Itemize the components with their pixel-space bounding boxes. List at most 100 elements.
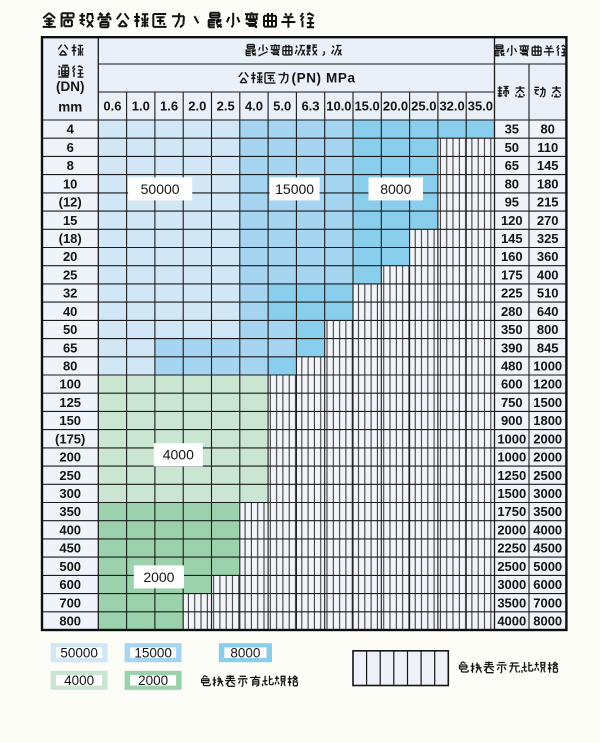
svg-text:4000: 4000 (64, 673, 94, 688)
svg-text:1000: 1000 (497, 431, 526, 446)
svg-text:400: 400 (537, 267, 559, 282)
svg-text:5.0: 5.0 (273, 99, 291, 114)
svg-text:50000: 50000 (60, 645, 98, 660)
svg-text:280: 280 (501, 304, 523, 319)
svg-text:80: 80 (63, 359, 77, 374)
svg-text:225: 225 (501, 286, 523, 301)
svg-text:80: 80 (505, 176, 519, 191)
svg-text:360: 360 (537, 249, 559, 264)
svg-text:32.0: 32.0 (439, 99, 464, 114)
svg-text:20: 20 (63, 249, 77, 264)
svg-text:750: 750 (501, 395, 523, 410)
svg-text:10: 10 (63, 176, 77, 191)
svg-text:6.3: 6.3 (301, 99, 319, 114)
svg-text:215: 215 (537, 195, 559, 210)
svg-text:50000: 50000 (141, 181, 180, 197)
svg-text:1000: 1000 (497, 450, 526, 465)
svg-text:2500: 2500 (533, 468, 562, 483)
svg-text:3500: 3500 (497, 595, 526, 610)
svg-text:15: 15 (63, 213, 77, 228)
svg-text:480: 480 (501, 359, 523, 374)
svg-text:4000: 4000 (533, 522, 562, 537)
svg-text:160: 160 (501, 249, 523, 264)
svg-text:510: 510 (537, 286, 559, 301)
svg-text:900: 900 (501, 413, 523, 428)
svg-text:8000: 8000 (230, 645, 260, 660)
svg-text:600: 600 (501, 377, 523, 392)
svg-text:1.0: 1.0 (132, 99, 150, 114)
svg-text:(PN) MPa: (PN) MPa (292, 70, 356, 85)
svg-text:125: 125 (59, 395, 81, 410)
svg-text:0.6: 0.6 (103, 99, 121, 114)
svg-text:4000: 4000 (497, 614, 526, 629)
svg-text:mm: mm (58, 100, 82, 115)
svg-text:1000: 1000 (533, 359, 562, 374)
svg-text:35.0: 35.0 (468, 99, 493, 114)
svg-text:2250: 2250 (497, 541, 526, 556)
svg-text:300: 300 (59, 486, 81, 501)
svg-text:450: 450 (59, 541, 81, 556)
svg-text:200: 200 (59, 450, 81, 465)
svg-text:3000: 3000 (497, 577, 526, 592)
svg-text:2000: 2000 (138, 673, 168, 688)
svg-text:845: 845 (537, 340, 559, 355)
svg-text:1800: 1800 (533, 413, 562, 428)
svg-text:600: 600 (59, 577, 81, 592)
svg-text:2000: 2000 (533, 431, 562, 446)
svg-text:(12): (12) (59, 195, 82, 210)
svg-text:1250: 1250 (497, 468, 526, 483)
svg-text:390: 390 (501, 340, 523, 355)
svg-text:1500: 1500 (497, 486, 526, 501)
svg-text:95: 95 (505, 195, 519, 210)
svg-text:8000: 8000 (533, 614, 562, 629)
svg-text:1750: 1750 (497, 504, 526, 519)
svg-text:(175): (175) (55, 431, 85, 446)
svg-text:2000: 2000 (533, 450, 562, 465)
svg-text:1200: 1200 (533, 377, 562, 392)
svg-text:40: 40 (63, 304, 77, 319)
svg-text:25: 25 (63, 267, 77, 282)
svg-text:350: 350 (501, 322, 523, 337)
svg-text:500: 500 (59, 559, 81, 574)
svg-text:5000: 5000 (533, 559, 562, 574)
svg-text:(DN): (DN) (56, 79, 85, 94)
svg-text:2500: 2500 (497, 559, 526, 574)
svg-text:1.6: 1.6 (160, 99, 178, 114)
svg-text:80: 80 (540, 122, 554, 137)
svg-text:250: 250 (59, 468, 81, 483)
svg-text:15000: 15000 (275, 181, 314, 197)
svg-text:10.0: 10.0 (326, 99, 351, 114)
svg-text:3000: 3000 (533, 486, 562, 501)
svg-text:175: 175 (501, 267, 523, 282)
svg-text:2000: 2000 (143, 569, 174, 585)
svg-text:640: 640 (537, 304, 559, 319)
svg-text:(18): (18) (59, 231, 82, 246)
svg-text:150: 150 (59, 413, 81, 428)
svg-text:4.0: 4.0 (245, 99, 263, 114)
svg-text:65: 65 (505, 158, 519, 173)
svg-text:800: 800 (59, 614, 81, 629)
svg-text:7000: 7000 (533, 595, 562, 610)
svg-text:32: 32 (63, 286, 77, 301)
svg-text:145: 145 (537, 158, 559, 173)
svg-text:8: 8 (67, 158, 74, 173)
svg-text:25.0: 25.0 (411, 99, 436, 114)
svg-text:400: 400 (59, 522, 81, 537)
svg-text:2.0: 2.0 (188, 99, 206, 114)
svg-text:4: 4 (67, 122, 75, 137)
svg-text:180: 180 (537, 176, 559, 191)
svg-text:2000: 2000 (497, 522, 526, 537)
svg-text:6000: 6000 (533, 577, 562, 592)
svg-text:325: 325 (537, 231, 559, 246)
svg-text:120: 120 (501, 213, 523, 228)
svg-text:6: 6 (67, 140, 74, 155)
svg-text:20.0: 20.0 (383, 99, 408, 114)
svg-text:8000: 8000 (380, 181, 411, 197)
svg-text:3500: 3500 (533, 504, 562, 519)
svg-text:2.5: 2.5 (217, 99, 235, 114)
svg-text:4500: 4500 (533, 541, 562, 556)
svg-text:100: 100 (59, 377, 81, 392)
svg-text:50: 50 (63, 322, 77, 337)
svg-text:65: 65 (63, 340, 77, 355)
svg-text:4000: 4000 (163, 447, 194, 463)
